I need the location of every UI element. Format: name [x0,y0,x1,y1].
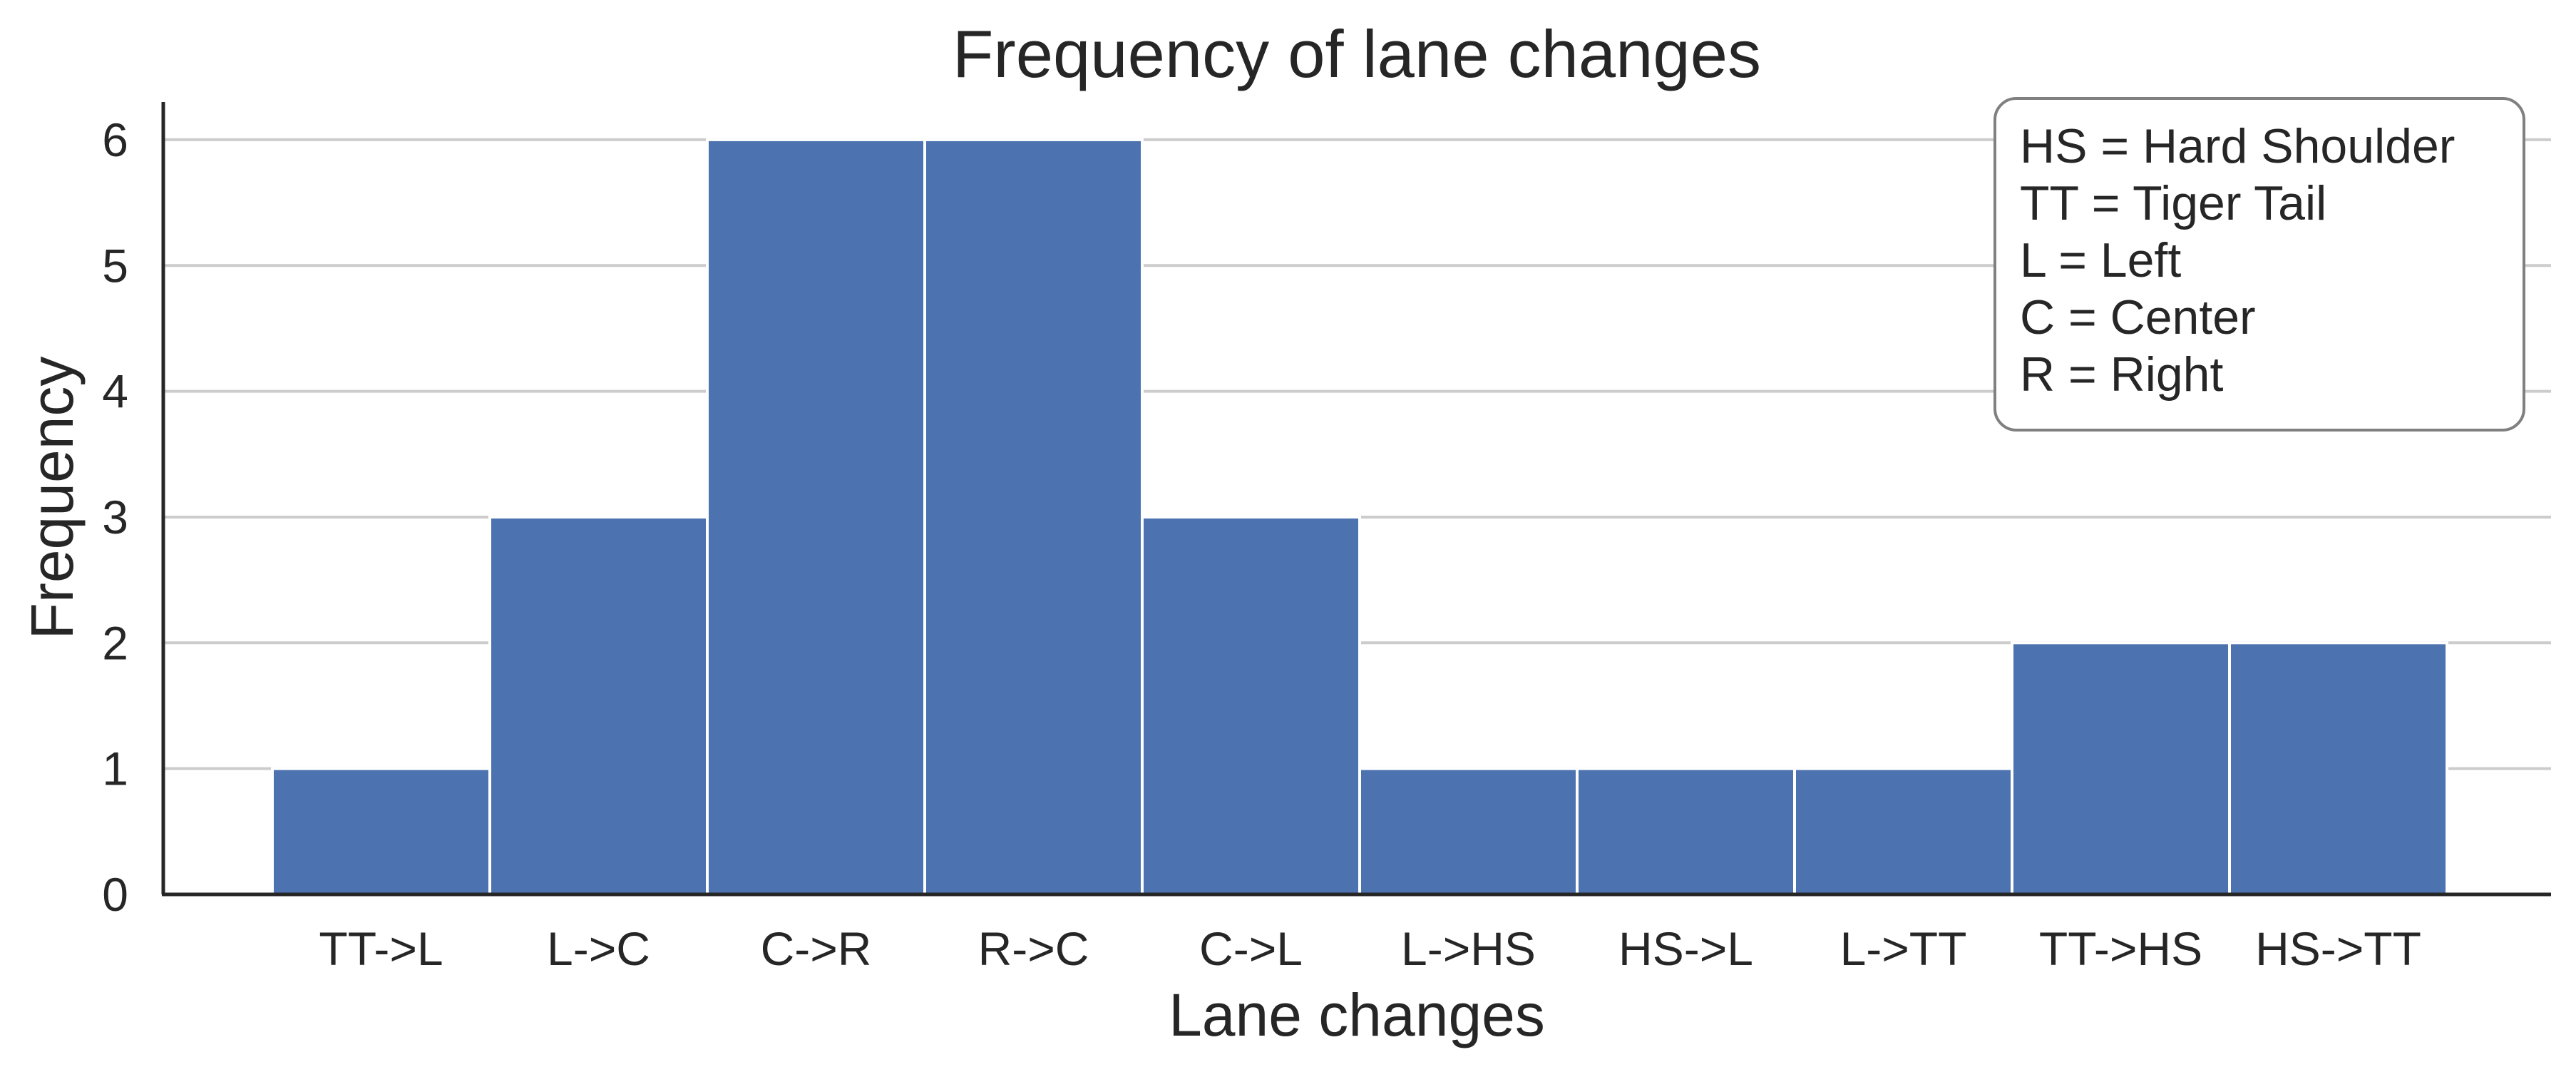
bar [1358,767,1579,896]
x-tick-label: L->HS [1401,922,1536,975]
y-tick-label: 6 [102,113,128,166]
x-tick-label: L->TT [1840,922,1967,975]
x-tick-label: HS->TT [2255,922,2421,975]
y-tick-label: 1 [102,742,128,795]
x-axis-label: Lane changes [1169,981,1545,1048]
bar [1141,515,1361,896]
legend-line: TT = Tiger Tail [2020,176,2326,230]
x-tick-label: C->R [761,922,872,975]
x-tick-label: C->L [1199,922,1303,975]
legend-line: L = Left [2020,233,2181,287]
x-tick-label: R->C [978,922,1089,975]
x-tick-label: HS->L [1618,922,1753,975]
y-tick-label: 2 [102,616,128,669]
bar [1793,767,2013,896]
bar [488,515,709,896]
legend-line: HS = Hard Shoulder [2020,119,2455,173]
bar [2011,641,2231,896]
x-tick-labels: TT->L L->C C->R R->C C->L L->HS HS->L L->TT TT->… [319,922,2421,975]
bar [706,138,926,896]
bar [271,767,491,896]
y-tick-label: 4 [102,365,128,418]
legend-line: C = Center [2020,290,2256,344]
chart-title: Frequency of lane changes [953,16,1761,91]
x-tick-label: L->C [547,922,650,975]
y-tick-label: 5 [102,239,128,292]
y-tick-label: 0 [102,868,128,921]
legend-line: R = Right [2020,347,2223,402]
y-tick-label: 3 [102,491,128,543]
bar [2228,641,2448,896]
x-tick-label: TT->HS [2039,922,2202,975]
axes [161,102,2551,897]
y-tick-labels: 0 1 2 3 4 5 6 [102,113,128,921]
bar [1576,767,1796,896]
bar [923,138,1144,896]
y-axis-label: Frequency [19,357,86,640]
bars [271,138,2448,896]
legend-frame [1993,97,2525,432]
x-tick-label: TT->L [319,922,443,975]
